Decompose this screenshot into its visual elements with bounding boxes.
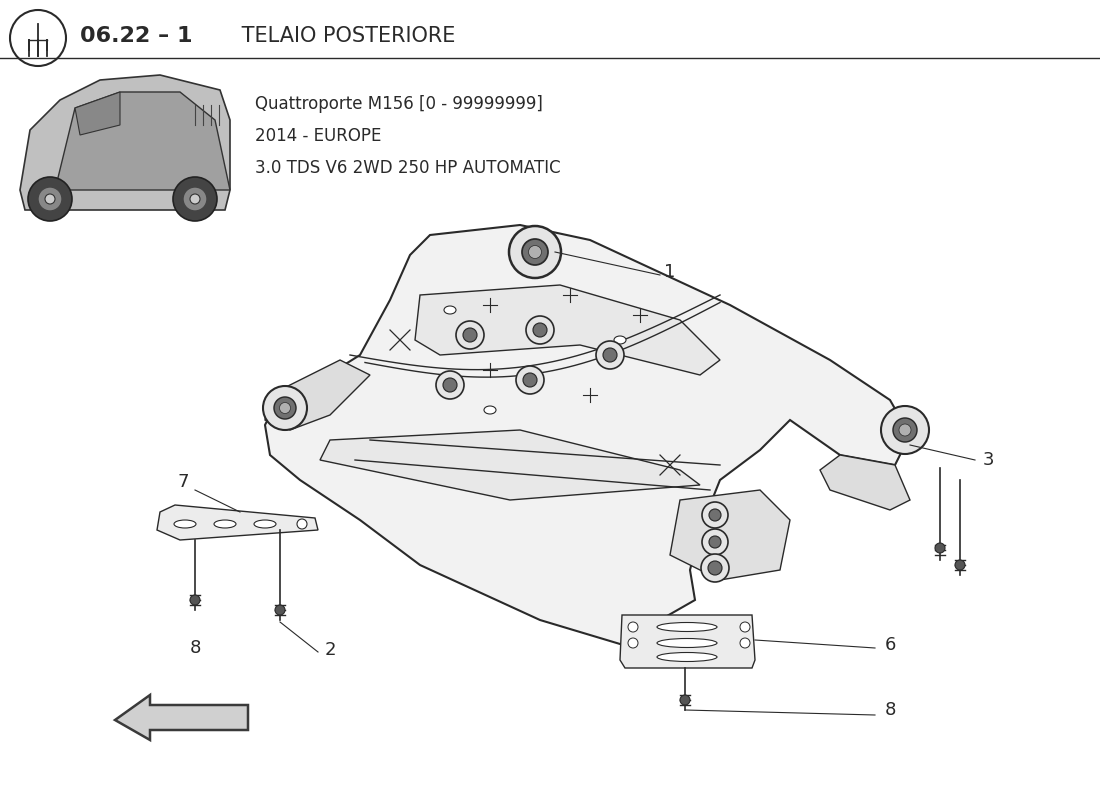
Circle shape [463, 328, 477, 342]
Circle shape [710, 509, 720, 521]
Ellipse shape [254, 520, 276, 528]
Circle shape [522, 373, 537, 387]
Circle shape [263, 386, 307, 430]
Circle shape [534, 323, 547, 337]
Ellipse shape [214, 520, 236, 528]
Circle shape [297, 519, 307, 529]
Circle shape [279, 402, 290, 414]
Circle shape [881, 406, 930, 454]
Circle shape [526, 316, 554, 344]
Text: 7: 7 [177, 473, 189, 491]
Text: TELAIO POSTERIORE: TELAIO POSTERIORE [235, 26, 455, 46]
Polygon shape [265, 225, 910, 650]
Text: 3.0 TDS V6 2WD 250 HP AUTOMATIC: 3.0 TDS V6 2WD 250 HP AUTOMATIC [255, 159, 561, 177]
Text: 8: 8 [884, 701, 895, 719]
Circle shape [443, 378, 456, 392]
Polygon shape [20, 75, 230, 210]
Circle shape [190, 194, 200, 204]
Circle shape [603, 348, 617, 362]
Text: 2: 2 [324, 641, 336, 659]
Circle shape [702, 502, 728, 528]
Circle shape [173, 177, 217, 221]
Circle shape [596, 341, 624, 369]
Circle shape [522, 239, 548, 265]
Polygon shape [415, 285, 720, 375]
Circle shape [190, 595, 200, 605]
Ellipse shape [657, 653, 717, 662]
Polygon shape [75, 92, 120, 135]
Circle shape [45, 194, 55, 204]
Circle shape [628, 622, 638, 632]
Circle shape [528, 246, 541, 258]
Circle shape [893, 418, 917, 442]
Circle shape [275, 605, 285, 615]
Text: 8: 8 [189, 639, 200, 657]
Circle shape [183, 187, 207, 211]
Ellipse shape [174, 520, 196, 528]
Circle shape [740, 638, 750, 648]
Text: 3: 3 [982, 451, 993, 469]
Circle shape [274, 397, 296, 419]
Text: 1: 1 [664, 263, 675, 281]
Circle shape [702, 529, 728, 555]
Circle shape [935, 543, 945, 553]
Circle shape [509, 226, 561, 278]
Circle shape [456, 321, 484, 349]
Text: 2014 - EUROPE: 2014 - EUROPE [255, 127, 382, 145]
Circle shape [39, 187, 62, 211]
Text: 06.22 – 1: 06.22 – 1 [80, 26, 192, 46]
Polygon shape [265, 360, 370, 430]
Polygon shape [116, 695, 248, 740]
Polygon shape [670, 490, 790, 580]
Circle shape [628, 638, 638, 648]
Ellipse shape [614, 336, 626, 344]
Circle shape [701, 554, 729, 582]
Circle shape [740, 622, 750, 632]
Ellipse shape [657, 638, 717, 647]
Circle shape [955, 560, 965, 570]
Ellipse shape [444, 306, 456, 314]
Polygon shape [620, 615, 755, 668]
Ellipse shape [657, 622, 717, 631]
Circle shape [708, 561, 722, 575]
Circle shape [899, 424, 911, 436]
Circle shape [436, 371, 464, 399]
Circle shape [680, 695, 690, 705]
Ellipse shape [484, 406, 496, 414]
Text: Quattroporte M156 [0 - 99999999]: Quattroporte M156 [0 - 99999999] [255, 95, 543, 113]
Polygon shape [55, 92, 230, 190]
Polygon shape [320, 430, 700, 500]
Circle shape [28, 177, 72, 221]
Circle shape [516, 366, 544, 394]
Polygon shape [820, 455, 910, 510]
Polygon shape [157, 505, 318, 540]
Text: 6: 6 [884, 636, 895, 654]
Circle shape [710, 536, 720, 548]
